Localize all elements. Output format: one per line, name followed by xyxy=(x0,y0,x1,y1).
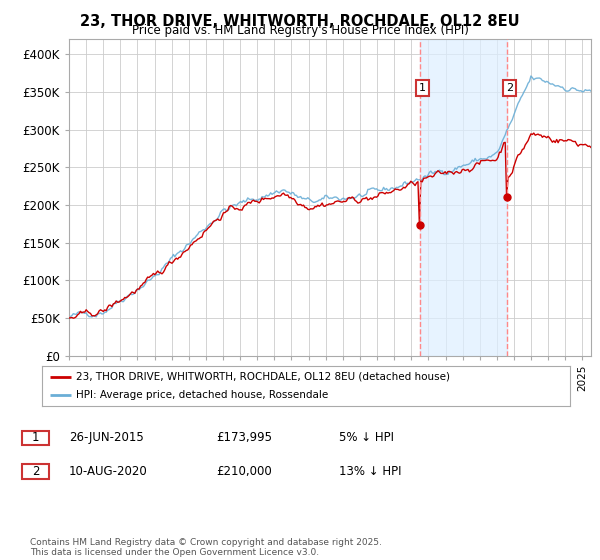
Text: 23, THOR DRIVE, WHITWORTH, ROCHDALE, OL12 8EU: 23, THOR DRIVE, WHITWORTH, ROCHDALE, OL1… xyxy=(80,14,520,29)
Text: 2: 2 xyxy=(32,465,39,478)
Text: 10-AUG-2020: 10-AUG-2020 xyxy=(69,465,148,478)
Text: Contains HM Land Registry data © Crown copyright and database right 2025.
This d: Contains HM Land Registry data © Crown c… xyxy=(30,538,382,557)
Text: Price paid vs. HM Land Registry's House Price Index (HPI): Price paid vs. HM Land Registry's House … xyxy=(131,24,469,37)
Text: 26-JUN-2015: 26-JUN-2015 xyxy=(69,431,144,445)
Text: 1: 1 xyxy=(419,83,426,93)
Text: £173,995: £173,995 xyxy=(216,431,272,445)
Text: 13% ↓ HPI: 13% ↓ HPI xyxy=(339,465,401,478)
Text: 23, THOR DRIVE, WHITWORTH, ROCHDALE, OL12 8EU (detached house): 23, THOR DRIVE, WHITWORTH, ROCHDALE, OL1… xyxy=(76,372,451,381)
Text: HPI: Average price, detached house, Rossendale: HPI: Average price, detached house, Ross… xyxy=(76,390,329,400)
Text: 1: 1 xyxy=(32,431,39,445)
Text: 2: 2 xyxy=(506,83,513,93)
Text: £210,000: £210,000 xyxy=(216,465,272,478)
Text: 5% ↓ HPI: 5% ↓ HPI xyxy=(339,431,394,445)
Bar xyxy=(420,39,507,356)
